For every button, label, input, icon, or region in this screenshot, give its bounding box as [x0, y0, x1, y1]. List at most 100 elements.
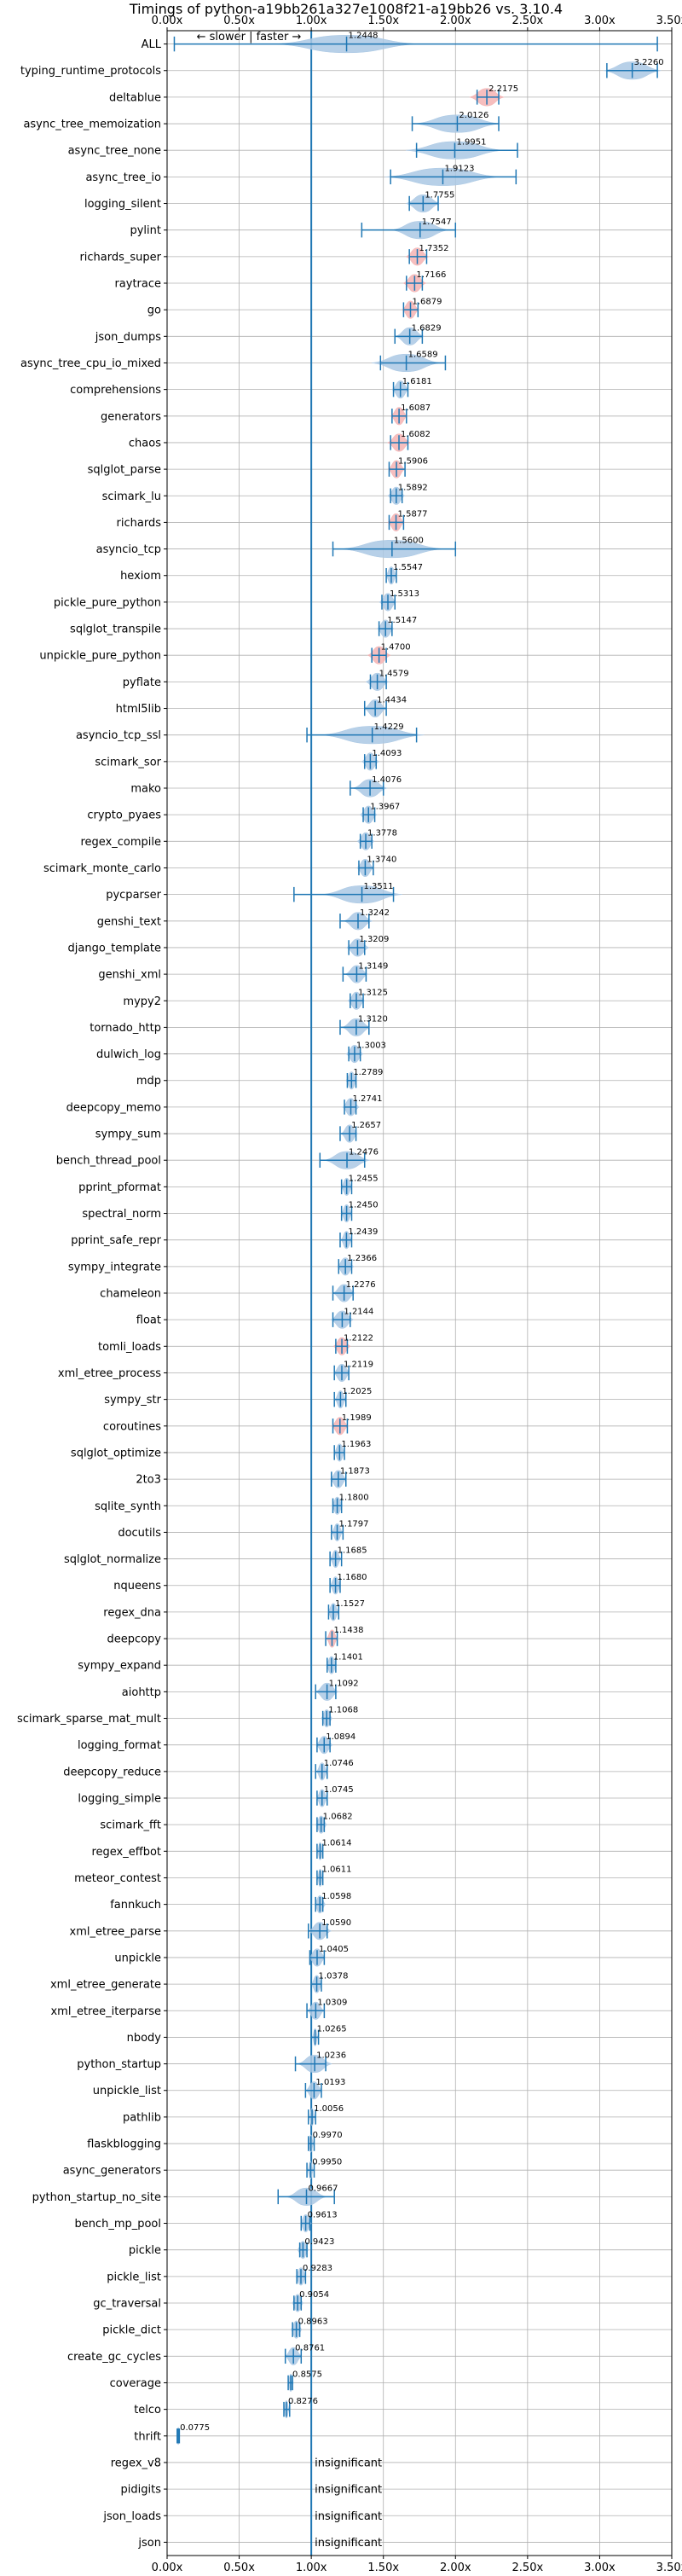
data-label-sympy-str: 1.2025 — [342, 1387, 372, 1396]
data-label-scimark-fft: 1.0682 — [323, 1812, 353, 1821]
benchmark-name-meteor-contest: meteor_contest — [74, 1872, 161, 1885]
data-label-mdp: 1.2789 — [353, 1068, 383, 1077]
data-label-create-gc-cycles: 0.8761 — [295, 2343, 325, 2353]
plot-frame — [166, 30, 673, 2556]
benchmark-name-pickle-pure-python: pickle_pure_python — [54, 596, 161, 609]
data-label-sqlglot-transpile: 1.5147 — [387, 616, 417, 625]
benchmark-name-asyncio-tcp: asyncio_tcp — [96, 543, 161, 556]
benchmark-name-sqlglot-parse: sqlglot_parse — [88, 464, 161, 477]
benchmark-name-logging-format: logging_format — [78, 1739, 161, 1752]
benchmark-name-async-tree-none: async_tree_none — [68, 145, 161, 158]
data-label-go: 1.6879 — [412, 297, 442, 306]
benchmark-name-chameleon: chameleon — [100, 1288, 161, 1301]
tick-label-bottom: 3.50x — [656, 2561, 682, 2574]
data-label-regex-effbot: 1.0614 — [322, 1838, 352, 1848]
benchmark-name-scimark-fft: scimark_fft — [100, 1819, 161, 1832]
data-label-nqueens: 1.1680 — [338, 1573, 367, 1582]
data-label-coroutines: 1.1989 — [342, 1413, 372, 1423]
benchmark-name-coroutines: coroutines — [103, 1420, 161, 1433]
data-label-python-startup-no-site: 0.9667 — [309, 2184, 338, 2194]
data-label-sympy-integrate: 1.2366 — [347, 1254, 377, 1263]
data-label-generators: 1.6087 — [401, 403, 431, 413]
data-label-thrift: 0.0775 — [180, 2423, 210, 2433]
data-label-richards-super: 1.7352 — [419, 244, 448, 253]
benchmark-name-mypy2: mypy2 — [123, 995, 161, 1008]
data-label-deepcopy-memo: 1.2741 — [353, 1094, 383, 1104]
data-label-typing-runtime-protocols: 3.2260 — [634, 58, 664, 67]
data-label-deltablue: 2.2175 — [488, 84, 518, 94]
benchmark-name-json: json — [137, 2537, 161, 2550]
benchmark-name-deepcopy: deepcopy — [107, 1633, 161, 1646]
benchmark-name-2to3: 2to3 — [136, 1474, 161, 1487]
benchmark-name-deltablue: deltablue — [109, 91, 161, 104]
benchmark-name-bench-mp-pool: bench_mp_pool — [74, 2218, 161, 2231]
benchmark-name-hexiom: hexiom — [120, 570, 161, 583]
benchmark-name-xml-etree-generate: xml_etree_generate — [50, 1979, 161, 1992]
data-label-tornado-http: 1.3120 — [358, 1015, 388, 1024]
benchmark-name-gc-traversal: gc_traversal — [93, 2298, 161, 2311]
benchmark-name-tomli-loads: tomli_loads — [98, 1341, 161, 1354]
benchmark-name-thrift: thrift — [134, 2430, 161, 2443]
tick-label-bottom: 1.50x — [367, 2561, 399, 2574]
benchmark-name-deepcopy-reduce: deepcopy_reduce — [63, 1766, 161, 1778]
benchmark-name-raytrace: raytrace — [114, 278, 161, 291]
benchmark-name-nbody: nbody — [127, 2032, 162, 2045]
benchmark-name-pickle-dict: pickle_dict — [102, 2324, 161, 2337]
data-label-pathlib: 1.0056 — [314, 2104, 344, 2114]
tick-label-bottom: 0.00x — [152, 2561, 183, 2574]
data-label-json-dumps: 1.6829 — [412, 323, 442, 333]
tick-label-bottom: 2.00x — [440, 2561, 471, 2574]
data-label-pickle-dict: 0.8963 — [298, 2317, 328, 2326]
benchmark-name-scimark-sparse-mat-mult: scimark_sparse_mat_mult — [17, 1713, 161, 1726]
data-label-comprehensions: 1.6181 — [402, 377, 432, 386]
tick-label-bottom: 3.00x — [584, 2561, 616, 2574]
data-label-async-tree-cpu-io-mixed: 1.6589 — [408, 351, 438, 360]
benchmark-name-regex-compile: regex_compile — [80, 836, 161, 849]
benchmark-name-json-dumps: json_dumps — [95, 331, 161, 344]
data-label-telco: 0.8276 — [288, 2397, 318, 2406]
benchmark-name-tornado-http: tornado_http — [90, 1022, 161, 1035]
bottom-axis-ticks: 0.00x 0.50x 1.00x 1.50x 2.00x 2.50x 3.00x 3.50x — [152, 2556, 682, 2574]
tick-label-top: 2.00x — [440, 15, 471, 27]
data-label-python-startup: 1.0236 — [316, 2051, 346, 2061]
benchmark-name-pprint-safe-repr: pprint_safe_repr — [71, 1234, 161, 1247]
data-label-scimark-sor: 1.4093 — [372, 749, 402, 758]
benchmark-name-fannkuch: fannkuch — [110, 1899, 161, 1912]
benchmark-name-typing-runtime-protocols: typing_runtime_protocols — [20, 65, 161, 78]
benchmark-name-spectral-norm: spectral_norm — [82, 1208, 161, 1221]
benchmark-name-json-loads: json_loads — [102, 2510, 161, 2523]
insignificant-label-pidigits: insignificant — [315, 2484, 382, 2497]
data-label-async-tree-memoization: 2.0126 — [459, 111, 488, 120]
benchmark-name-html5lib: html5lib — [116, 703, 161, 716]
data-label-regex-compile: 1.3778 — [367, 828, 397, 838]
data-label-pyflate: 1.4579 — [379, 670, 409, 679]
data-label-all: 1.2448 — [349, 32, 379, 41]
benchmark-name-python-startup-no-site: python_startup_no_site — [32, 2191, 161, 2204]
data-label-hexiom: 1.5547 — [393, 563, 423, 572]
chart-title: Timings of python-a19bb261a327e1008f21-a… — [129, 1, 563, 17]
data-label-logging-format: 1.0894 — [326, 1732, 355, 1742]
benchmark-name-nqueens: nqueens — [113, 1580, 161, 1593]
data-label-pycparser: 1.3511 — [364, 882, 394, 891]
data-label-genshi-xml: 1.3149 — [358, 961, 388, 971]
data-label-tomli-loads: 1.2122 — [344, 1333, 373, 1343]
benchmark-name-pprint-pformat: pprint_pformat — [78, 1181, 161, 1194]
benchmark-name-bench-thread-pool: bench_thread_pool — [56, 1155, 161, 1168]
data-label-mako: 1.4076 — [372, 775, 402, 785]
benchmark-name-dulwich-log: dulwich_log — [96, 1048, 161, 1061]
tick-label-top: 1.00x — [296, 15, 327, 27]
benchmark-name-pidigits: pidigits — [121, 2484, 162, 2497]
data-label-unpickle-list: 1.0193 — [315, 2078, 345, 2087]
data-label-sqlite-synth: 1.1800 — [339, 1493, 369, 1502]
data-label-django-template: 1.3209 — [359, 935, 389, 944]
data-label-coverage: 0.8575 — [292, 2370, 322, 2380]
data-label-chameleon: 1.2276 — [346, 1280, 376, 1290]
data-label-logging-simple: 1.0745 — [324, 1785, 354, 1795]
benchmark-name-telco: telco — [134, 2404, 161, 2416]
insignificant-label-json-loads: insignificant — [315, 2510, 382, 2523]
data-label-aiohttp: 1.1092 — [329, 1680, 359, 1689]
data-label-pprint-pformat: 1.2455 — [349, 1175, 379, 1184]
benchmark-name-pathlib: pathlib — [123, 2111, 161, 2124]
benchmark-labels: ALL 1.2448 typing_runtime_protocols 3.2260 d… — [17, 32, 664, 2550]
data-label-bench-thread-pool: 1.2476 — [349, 1147, 379, 1157]
